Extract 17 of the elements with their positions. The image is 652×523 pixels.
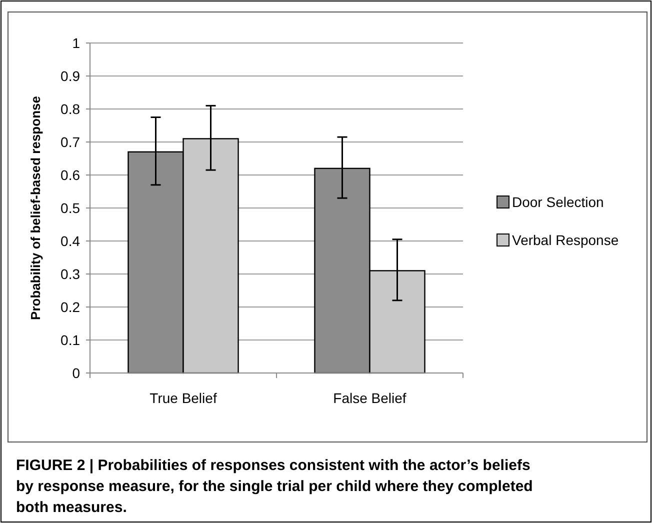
y-tick-label: 1 — [72, 34, 80, 51]
x-tick-label: True Belief — [150, 390, 217, 406]
y-tick-label: 0.6 — [60, 166, 80, 183]
x-tick-label: False Belief — [333, 390, 406, 406]
y-tick-label: 0.8 — [60, 100, 80, 117]
y-tick-label: 0.4 — [60, 232, 80, 249]
y-tick-label: 0.1 — [60, 332, 80, 348]
y-tick-label: 0.9 — [60, 68, 80, 84]
y-tick-label: 0.7 — [60, 134, 80, 150]
y-tick-label: 0 — [72, 364, 80, 381]
legend-label: Verbal Response — [512, 232, 619, 248]
y-tick-label: 0.3 — [60, 266, 80, 282]
caption: FIGURE 2 | Probabilities of responses consistent with the actor’s beliefs by response measure, for the single trial per child where they completed both measures. — [16, 457, 533, 516]
y-axis-title: Probability of belief-based response — [28, 96, 43, 320]
legend-label: Door Selection — [512, 194, 604, 210]
y-tick-label: 0.5 — [60, 200, 80, 216]
y-tick-label: 0.2 — [60, 298, 80, 315]
